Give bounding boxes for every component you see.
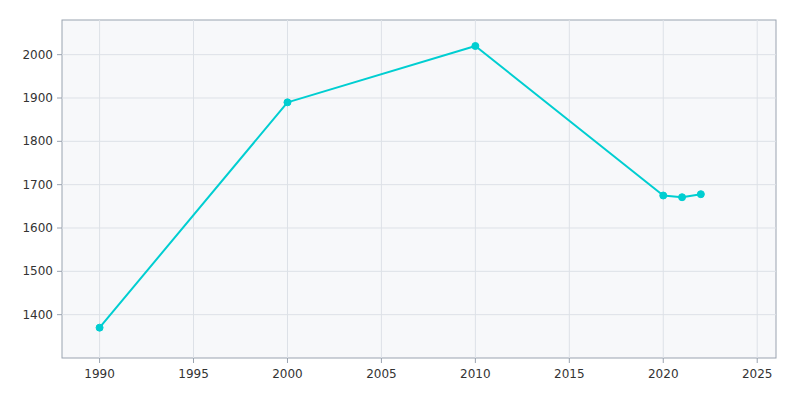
plot-frame [62,20,776,358]
grid-line-y [62,141,776,142]
chart-svg: 1990 1995 2000 2005 2010 2015 2020 2025 1400 1500… [0,0,800,400]
tick-label-y: 1800 [22,134,53,148]
data-point [679,194,686,201]
tick-label-x: 2020 [648,367,679,381]
data-point [660,192,667,199]
tick-label-x: 1995 [178,367,209,381]
grid-line-y [62,314,776,315]
grid-line-y [62,271,776,272]
data-point [697,191,704,198]
tick-label-y: 1900 [22,91,53,105]
tick-label-x: 2010 [460,367,491,381]
tick-label-y: 2000 [22,48,53,62]
tick-label-x: 2025 [742,367,773,381]
grid-line-x [475,20,476,358]
tick-mark-y [57,271,62,272]
grid-line-y [62,228,776,229]
chart-container: 1990 1995 2000 2005 2010 2015 2020 2025 1400 1500… [0,0,800,400]
tick-label-y: 1600 [22,221,53,235]
grid-line-x [99,20,100,358]
tick-label-x: 2005 [366,367,397,381]
tick-mark-x [757,358,758,363]
data-point [96,324,103,331]
tick-mark-x [287,358,288,363]
data-point [472,43,479,50]
grid-line-x [663,20,664,358]
series [96,43,704,332]
axes: 1990 1995 2000 2005 2010 2015 2020 2025 1400 1500… [22,48,772,381]
grid-line-x [193,20,194,358]
tick-mark-x [381,358,382,363]
grid-line-y [62,54,776,55]
tick-label-x: 2000 [272,367,303,381]
data-line [100,46,701,328]
tick-mark-x [663,358,664,363]
tick-label-x: 2015 [554,367,585,381]
grid [62,20,776,358]
tick-label-y: 1500 [22,264,53,278]
grid-line-x [287,20,288,358]
grid-line-y [62,98,776,99]
grid-line-x [757,20,758,358]
tick-mark-y [57,54,62,55]
tick-label-y: 1400 [22,308,53,322]
data-point [284,99,291,106]
tick-mark-x [475,358,476,363]
grid-line-x [381,20,382,358]
tick-mark-y [57,314,62,315]
grid-line-x [569,20,570,358]
tick-mark-x [99,358,100,363]
tick-mark-y [57,141,62,142]
tick-mark-x [569,358,570,363]
tick-mark-x [193,358,194,363]
tick-mark-y [57,228,62,229]
tick-mark-y [57,184,62,185]
grid-line-y [62,184,776,185]
tick-label-y: 1700 [22,178,53,192]
tick-mark-y [57,98,62,99]
tick-label-x: 1990 [84,367,115,381]
